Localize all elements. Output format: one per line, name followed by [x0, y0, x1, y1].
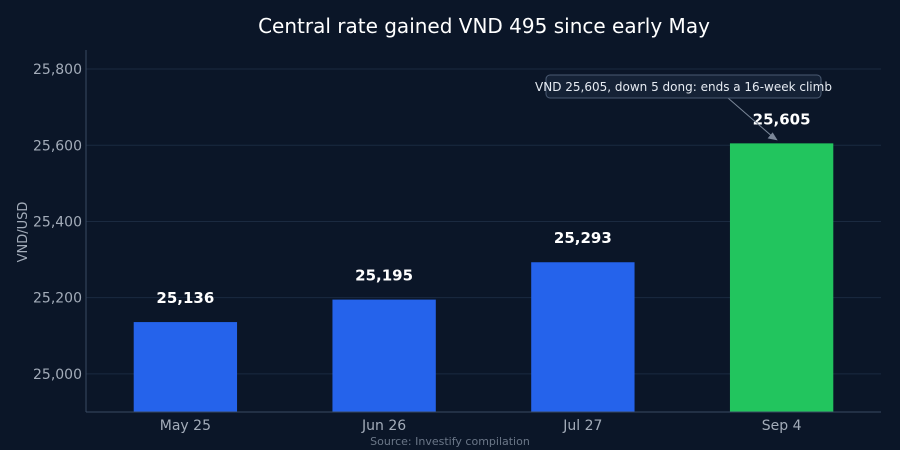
y-tick-label: 25,800 [33, 62, 82, 78]
bars [133, 143, 834, 412]
annotation: VND 25,605, down 5 dong: ends a 16-week … [535, 74, 832, 141]
x-tick-label: Sep 4 [762, 418, 802, 434]
axes: 25,000 25,200 25,400 25,600 25,800 May 25 Jun … [33, 50, 881, 434]
y-tick-label: 25,600 [33, 138, 82, 154]
annotation-text: VND 25,605, down 5 dong: ends a 16-week … [535, 80, 832, 94]
annotation-box [545, 74, 822, 99]
y-tick-label: 25,200 [33, 291, 82, 307]
data-label: 25,605 [753, 110, 811, 128]
y-axis-label: VND/USD [16, 202, 31, 263]
y-tick-label: 25,000 [33, 367, 82, 383]
bar [332, 299, 436, 412]
bar [531, 262, 635, 412]
data-label: 25,293 [554, 229, 612, 247]
x-tick-label: Jul 27 [562, 418, 602, 434]
data-label: 25,195 [355, 267, 413, 285]
x-tick-label: Jun 26 [361, 418, 406, 434]
bar [729, 143, 834, 412]
bar [133, 322, 238, 412]
source-note: Source: Investify compilation [370, 435, 530, 448]
chart-title: Central rate gained VND 495 since early … [258, 14, 710, 38]
data-labels: 25,136 25,195 25,293 25,605 [156, 110, 810, 307]
annotation-arrow [727, 97, 776, 140]
y-tick-label: 25,400 [33, 214, 82, 230]
annotation-arrowhead [767, 132, 778, 141]
data-label: 25,136 [156, 289, 214, 307]
x-tick-label: May 25 [160, 418, 211, 434]
